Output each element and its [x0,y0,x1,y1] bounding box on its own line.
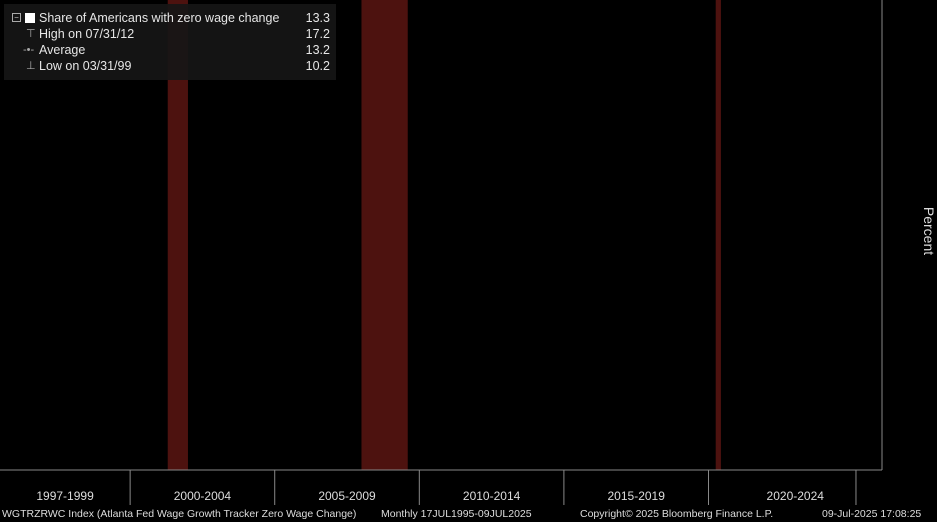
plot-frame [0,0,883,471]
series-color-swatch [25,13,35,23]
recession-band [361,0,408,470]
legend-high-value: 17.2 [305,27,330,41]
footer-copyright: Copyright© 2025 Bloomberg Finance L.P. [580,508,774,520]
legend-current-value: 13.3 [305,11,330,25]
legend-series-title: Share of Americans with zero wage change [39,11,280,25]
footer-date: 09-Jul-2025 17:08:25 [822,508,922,520]
y-axis-label: Percent [921,207,937,255]
x-period-label: 2000-2004 [174,489,232,503]
x-period-label: 2015-2019 [608,489,666,503]
footer-ticker: WGTRZRWC Index (Atlanta Fed Wage Growth … [2,508,357,520]
footer-bar: WGTRZRWC Index (Atlanta Fed Wage Growth … [0,506,937,522]
average-marker-icon: -•- [23,44,35,56]
legend-row-series[interactable]: − Share of Americans with zero wage chan… [4,10,330,26]
legend-row-low: ⊥ Low on 03/31/99 10.2 [4,58,330,74]
footer-range: Monthly 17JUL1995-09JUL2025 [381,508,532,520]
recession-band [167,0,188,470]
x-period-label: 1997-1999 [36,489,94,503]
axes: 10.011.012.013.014.015.016.017.01997-199… [36,470,857,505]
x-period-label: 2010-2014 [463,489,521,503]
legend-average-value: 13.2 [305,43,330,57]
low-marker-icon: ⊥ [26,60,36,72]
x-period-label: 2020-2024 [767,489,825,503]
x-period-label: 2005-2009 [318,489,376,503]
legend-low-value: 10.2 [305,59,330,73]
recession-shading [167,0,721,470]
collapse-icon[interactable]: − [12,13,21,22]
legend-box[interactable]: − Share of Americans with zero wage chan… [4,4,336,80]
legend-row-high: ⊤ High on 07/31/12 17.2 [4,26,330,42]
high-marker-icon: ⊤ [26,28,36,40]
legend-high-label: High on 07/31/12 [39,27,135,41]
legend-low-label: Low on 03/31/99 [39,59,132,73]
recession-band [715,0,721,470]
legend-row-average: -•- Average 13.2 [4,42,330,58]
legend-average-label: Average [39,43,86,57]
